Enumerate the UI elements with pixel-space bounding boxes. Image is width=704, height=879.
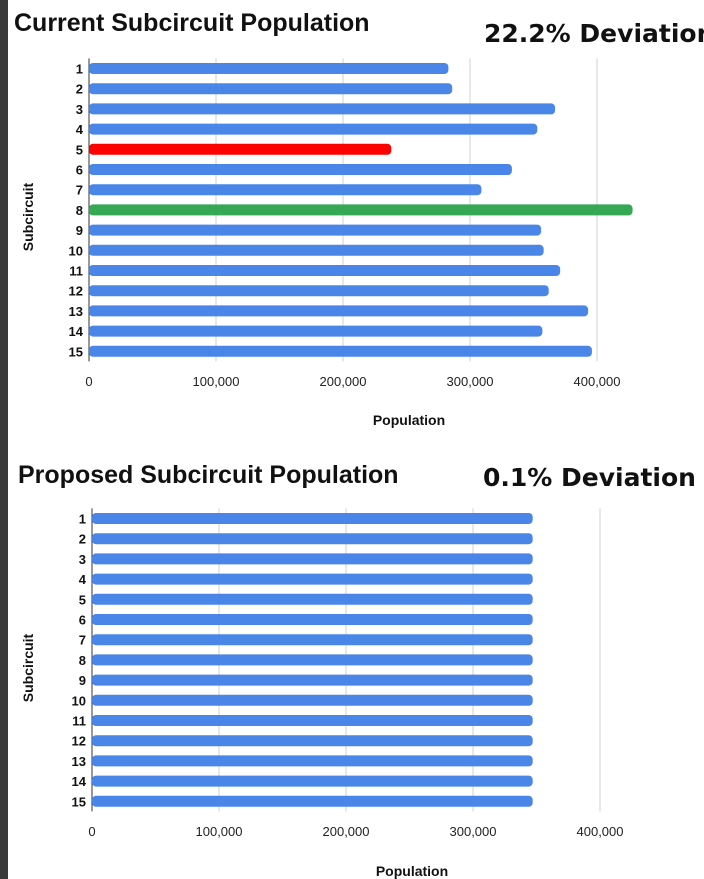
chart-2-deviation: 0.1% Deviation <box>483 463 696 492</box>
bar-subcircuit-7 <box>89 184 482 196</box>
category-label: 3 <box>76 102 83 117</box>
category-label: 14 <box>69 324 84 339</box>
bar-subcircuit-8 <box>89 204 633 216</box>
category-label: 11 <box>69 264 83 279</box>
category-label: 2 <box>79 532 86 547</box>
y-axis-label: Subcircuit <box>20 633 36 702</box>
bar-subcircuit-10 <box>89 244 544 256</box>
bar-subcircuit-11 <box>89 265 561 276</box>
bar-subcircuit-15 <box>92 795 533 807</box>
category-label: 9 <box>76 223 83 238</box>
bar-subcircuit-11 <box>92 715 533 726</box>
category-label: 10 <box>69 243 83 258</box>
category-label: 4 <box>79 572 87 587</box>
x-axis-label: Population <box>376 863 448 879</box>
category-label: 7 <box>79 633 86 648</box>
x-tick-label: 200,000 <box>323 824 370 839</box>
category-label: 15 <box>72 794 86 809</box>
y-axis-label: Subcircuit <box>20 182 36 251</box>
bar-subcircuit-2 <box>92 533 533 545</box>
category-label: 8 <box>79 653 86 668</box>
bar-subcircuit-3 <box>92 553 533 565</box>
bar-subcircuit-4 <box>92 573 533 585</box>
category-label: 12 <box>72 734 86 749</box>
category-label: 9 <box>79 673 86 688</box>
x-tick-label: 400,000 <box>574 374 621 389</box>
category-label: 5 <box>76 142 83 157</box>
bar-subcircuit-1 <box>92 513 533 524</box>
category-label: 11 <box>72 714 86 729</box>
category-label: 5 <box>79 592 86 607</box>
x-tick-label: 300,000 <box>447 374 494 389</box>
bar-subcircuit-13 <box>89 305 589 317</box>
bar-subcircuit-5 <box>89 143 392 155</box>
category-label: 4 <box>76 122 84 137</box>
category-label: 8 <box>76 203 83 218</box>
category-label: 14 <box>72 774 87 789</box>
bar-subcircuit-13 <box>92 755 533 767</box>
bar-subcircuit-15 <box>89 345 592 357</box>
category-label: 12 <box>69 284 83 299</box>
bar-subcircuit-6 <box>92 614 533 625</box>
category-label: 1 <box>76 62 83 77</box>
category-label: 1 <box>79 512 86 527</box>
bar-subcircuit-12 <box>89 285 549 297</box>
category-label: 7 <box>76 183 83 198</box>
bar-subcircuit-14 <box>92 775 533 787</box>
x-tick-label: 100,000 <box>193 374 240 389</box>
x-tick-label: 0 <box>88 824 95 839</box>
x-tick-label: 300,000 <box>450 824 497 839</box>
bar-subcircuit-3 <box>89 103 556 115</box>
bar-subcircuit-1 <box>89 63 449 74</box>
x-tick-label: 100,000 <box>196 824 243 839</box>
category-label: 2 <box>76 82 83 97</box>
chart-2-title: Proposed Subcircuit Population <box>18 461 399 489</box>
category-label: 10 <box>72 693 86 708</box>
bar-subcircuit-9 <box>92 674 533 686</box>
bar-subcircuit-4 <box>89 123 538 135</box>
category-label: 6 <box>79 613 86 628</box>
x-axis-label: Population <box>373 412 445 428</box>
chart-1-title: Current Subcircuit Population <box>14 9 370 37</box>
bar-subcircuit-2 <box>89 83 453 95</box>
category-label: 13 <box>72 754 86 769</box>
category-label: 13 <box>69 304 83 319</box>
bar-subcircuit-10 <box>92 694 533 706</box>
bar-subcircuit-14 <box>89 325 543 337</box>
bar-subcircuit-6 <box>89 164 512 175</box>
bar-subcircuit-12 <box>92 735 533 747</box>
x-tick-label: 200,000 <box>320 374 367 389</box>
x-tick-label: 400,000 <box>577 824 624 839</box>
bar-subcircuit-9 <box>89 224 542 236</box>
bar-subcircuit-7 <box>92 634 533 646</box>
category-label: 15 <box>69 344 83 359</box>
x-tick-label: 0 <box>85 374 92 389</box>
chart-1-deviation: 22.2% Deviation <box>484 19 704 48</box>
category-label: 3 <box>79 552 86 567</box>
category-label: 6 <box>76 163 83 178</box>
bar-subcircuit-5 <box>92 593 533 605</box>
bar-subcircuit-8 <box>92 654 533 666</box>
